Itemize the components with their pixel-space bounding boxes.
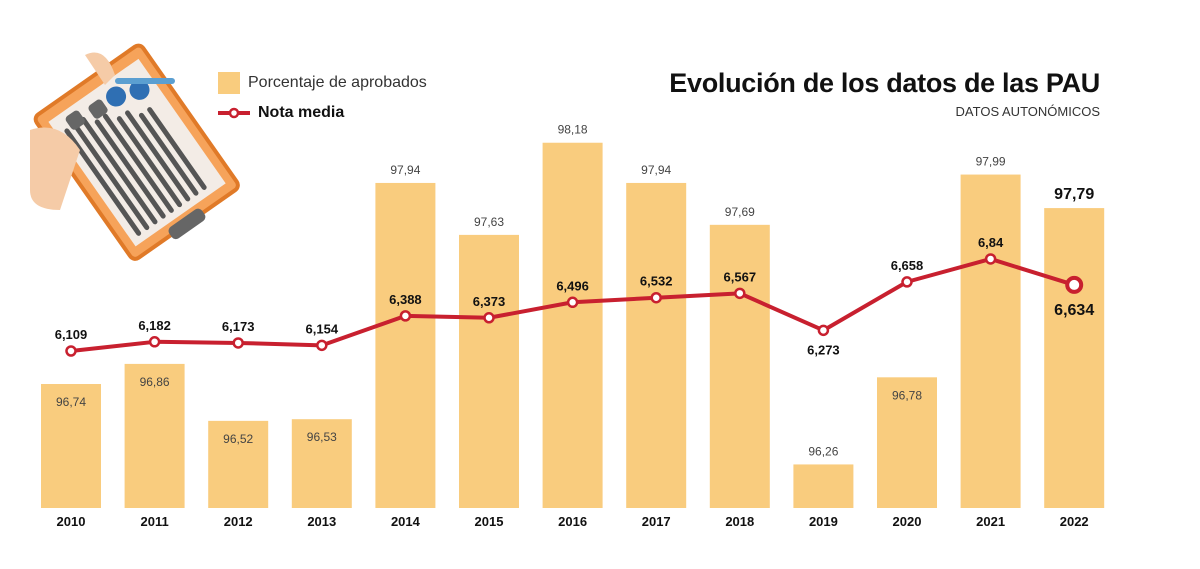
x-tick-2018: 2018: [725, 514, 754, 529]
bar-2016: [542, 142, 603, 508]
line-point-2017: [650, 291, 662, 304]
line-point-2012: [232, 337, 244, 349]
x-tick-2020: 2020: [893, 514, 922, 529]
legend-bar-label: Porcentaje de aprobados: [248, 74, 427, 91]
line-point-2020: [901, 276, 913, 288]
x-tick-2019: 2019: [809, 514, 838, 529]
line-label-2017: 6,532: [640, 274, 673, 289]
bar-2020: [877, 377, 937, 508]
line-label-2012: 6,173: [222, 319, 255, 334]
line-label-2011: 6,182: [138, 318, 171, 333]
bar-2011: [124, 363, 185, 508]
bar-2019: [793, 464, 854, 508]
bar-label-2017: 97,94: [641, 163, 671, 177]
x-tick-2014: 2014: [391, 514, 421, 529]
line-point-2013: [316, 339, 328, 352]
line-label-2016: 6,496: [556, 278, 589, 293]
line-label-2018: 6,567: [724, 269, 757, 284]
bar-2014: [375, 182, 436, 509]
line-point-2010: [65, 345, 77, 357]
bar-label-2016: 98,18: [558, 123, 588, 137]
line-point-2021: [984, 253, 997, 265]
x-tick-2016: 2016: [558, 514, 587, 529]
bar-label-2013: 96,53: [307, 430, 337, 444]
line-label-2010: 6,109: [55, 327, 88, 342]
legend-bar-swatch: [218, 72, 240, 94]
clipboard-illustration: [30, 43, 240, 261]
line-label-2019: 6,273: [807, 342, 840, 357]
chart-subtitle: DATOS AUTONÓMICOS: [955, 104, 1100, 119]
line-label-2015: 6,373: [473, 294, 506, 309]
line-label-2021: 6,84: [978, 235, 1004, 250]
chart-title: Evolución de los datos de las PAU: [669, 68, 1100, 98]
bar-label-2020: 96,78: [892, 388, 922, 402]
legend-line-label: Nota media: [258, 104, 345, 121]
x-tick-2021: 2021: [976, 514, 1005, 529]
bar-label-2010: 96,74: [56, 395, 86, 409]
bar-label-2014: 97,94: [390, 163, 420, 177]
bar-2012: [208, 420, 269, 508]
bar-2017: [626, 182, 687, 509]
bar-label-2021: 97,99: [976, 155, 1006, 169]
x-tick-2015: 2015: [475, 514, 504, 529]
x-tick-2011: 2011: [140, 514, 168, 529]
x-tick-2022: 2022: [1060, 514, 1089, 529]
bar-label-2018: 97,69: [725, 205, 755, 219]
x-tick-2013: 2013: [307, 514, 336, 529]
x-tick-2012: 2012: [224, 514, 253, 529]
line-point-2016: [566, 296, 579, 309]
bar-2010: [41, 384, 101, 508]
legend-line: Nota media: [218, 104, 344, 122]
line-point-2014: [399, 310, 412, 322]
x-tick-2017: 2017: [642, 514, 671, 529]
legend-line-swatch: [218, 107, 250, 119]
bar-label-2012: 96,52: [223, 432, 253, 446]
line-label-2013: 6,154: [306, 321, 339, 336]
line-point-2015: [483, 312, 495, 324]
bar-label-2022: 97,79: [1054, 186, 1094, 203]
line-label-2014: 6,388: [389, 292, 422, 307]
bar-2013: [291, 419, 352, 508]
bar-2021: [960, 174, 1021, 508]
legend-bar: Porcentaje de aprobados: [218, 72, 427, 94]
bar-label-2019: 96,26: [808, 444, 838, 458]
line-label-2020: 6,658: [891, 258, 924, 273]
line-point-2019: [817, 324, 830, 337]
bar-2018: [709, 224, 770, 508]
line-label-2022: 6,634: [1054, 302, 1094, 319]
line-point-2011: [148, 336, 161, 348]
line-point-2018: [734, 287, 746, 300]
bar-2022: [1044, 208, 1105, 508]
line-point-2022: [1065, 275, 1084, 294]
x-tick-2010: 2010: [57, 514, 86, 529]
bar-2015: [459, 234, 519, 508]
bar-label-2011: 96,86: [140, 375, 170, 389]
bar-label-2015: 97,63: [474, 215, 504, 229]
